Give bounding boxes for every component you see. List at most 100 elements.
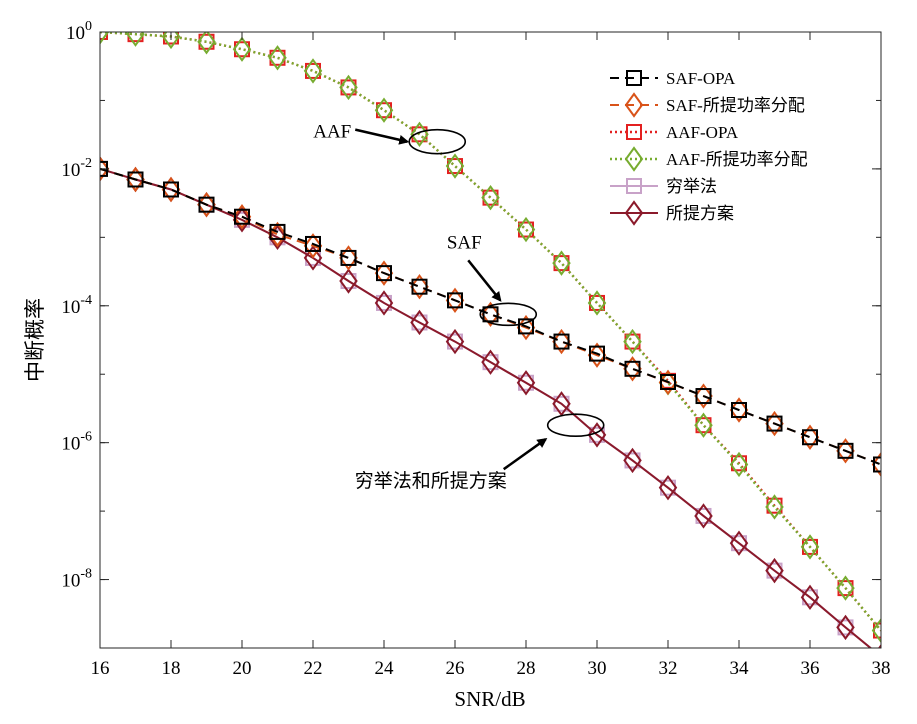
series-2-point	[729, 397, 749, 423]
series-2-point	[268, 221, 287, 248]
series-1-point	[482, 306, 499, 323]
series-1-point	[163, 181, 179, 198]
series-2-point	[552, 328, 571, 355]
series-1-point	[305, 235, 321, 252]
series-6-point	[765, 557, 784, 584]
series-2-point	[161, 176, 181, 203]
series-1-point	[624, 360, 641, 377]
series-1-point	[873, 456, 881, 473]
x-tick-label: 34	[730, 658, 750, 679]
series-6-point	[445, 328, 465, 355]
series-4-point	[800, 534, 820, 560]
legend-label: SAF-OPA	[666, 69, 736, 88]
series-2-point	[197, 191, 216, 218]
y-tick-label: 10-6	[61, 430, 92, 455]
series-1-point	[340, 249, 357, 266]
legend-label: 穷举法	[666, 177, 717, 196]
saf-ellipse	[479, 302, 538, 327]
legend-marker	[626, 70, 642, 86]
x-tick-label: 28	[517, 658, 536, 679]
legend: SAF-OPA SAF-所提功率分配 AAF-OPA AAF-所提功率分配穷举法所提方…	[610, 69, 808, 226]
exhaustive-ellipse	[546, 413, 605, 437]
series-1-point	[766, 415, 783, 432]
series-6-point	[268, 224, 287, 251]
series-4-line	[100, 32, 881, 632]
legend-item: AAF-OPA	[610, 123, 739, 142]
series-4-point	[729, 451, 749, 478]
series-4-point	[623, 328, 642, 355]
series-1-point	[447, 292, 463, 309]
aaf-arrow	[354, 128, 410, 145]
series-1	[100, 160, 881, 473]
exhaustive-annotation-label: 穷举法和所提方案	[355, 470, 507, 492]
series-1-point	[269, 223, 286, 240]
series-1-point	[695, 388, 712, 405]
legend-marker	[624, 146, 644, 172]
series-6-line	[100, 167, 873, 648]
series-6-point	[339, 268, 358, 294]
x-tick-label: 16	[91, 658, 110, 679]
series-4-point	[765, 494, 784, 520]
legend-item: SAF-所提功率分配	[610, 92, 805, 118]
series-2-point	[374, 260, 394, 286]
legend-item: 穷举法	[610, 177, 717, 196]
series-1-point	[553, 333, 570, 350]
series-6-point	[303, 245, 323, 271]
series-2-point	[800, 424, 820, 450]
axis-layer: 16 18 20 22 24 26 28 30 32 34 36 38 100 10-2 10-4 10-6 1…	[61, 19, 890, 679]
legend-label: AAF-OPA	[666, 123, 739, 142]
series-4-point	[836, 575, 855, 601]
series-1-line	[100, 167, 881, 466]
series-1-point	[589, 345, 605, 362]
legend-marker	[626, 124, 642, 140]
series-6-point	[623, 447, 642, 474]
series-4-point	[126, 32, 145, 47]
series-6-point	[729, 530, 749, 556]
y-tick-label: 10-8	[61, 567, 92, 592]
y-tick-label: 10-2	[61, 156, 92, 181]
legend-label: AAF-所提功率分配	[666, 150, 808, 169]
series-4-point	[871, 617, 881, 644]
series-1-point	[198, 196, 215, 213]
x-axis-title: SNR/dB	[454, 687, 525, 711]
series-1-point	[518, 318, 534, 335]
series-6-point	[232, 207, 252, 233]
series-4-point	[197, 32, 216, 55]
series-4-point	[587, 290, 607, 316]
series-1-point	[731, 402, 747, 419]
x-tick-label: 38	[872, 658, 891, 679]
series-4-point	[339, 74, 358, 101]
series-2-point	[445, 287, 465, 314]
legend-item: SAF-OPA	[610, 69, 736, 88]
series-2-point	[232, 204, 252, 230]
series-6-point	[587, 422, 607, 448]
series-2-point	[694, 383, 713, 409]
annotation-layer: AAF SAF 穷举法和所提方案	[313, 122, 605, 492]
series-6-point	[552, 391, 571, 417]
series-2-point	[100, 156, 110, 182]
series-1-point	[660, 373, 676, 390]
series-6-point	[410, 309, 429, 336]
series-6-point	[481, 349, 500, 375]
series-4-point	[268, 45, 287, 71]
exhaustive-arrow	[502, 438, 548, 471]
series-2-point	[871, 451, 881, 478]
legend-label: 所提方案	[666, 204, 734, 223]
series-6-point	[694, 503, 713, 529]
series-2-point	[410, 273, 429, 300]
series-4-point	[481, 184, 500, 211]
x-tick-label: 26	[446, 658, 465, 679]
legend-marker	[624, 200, 644, 226]
series-1-point	[376, 265, 392, 282]
x-tick-label: 20	[233, 658, 252, 679]
series-2-point	[623, 356, 642, 382]
x-tick-label: 36	[801, 658, 820, 679]
x-tick-label: 24	[375, 658, 395, 679]
legend-marker	[624, 92, 644, 118]
series-2-point	[587, 342, 607, 368]
legend-marker	[626, 178, 642, 194]
y-tick-label: 100	[66, 19, 92, 44]
series-layer	[100, 32, 881, 648]
aaf-ellipse	[408, 128, 467, 155]
